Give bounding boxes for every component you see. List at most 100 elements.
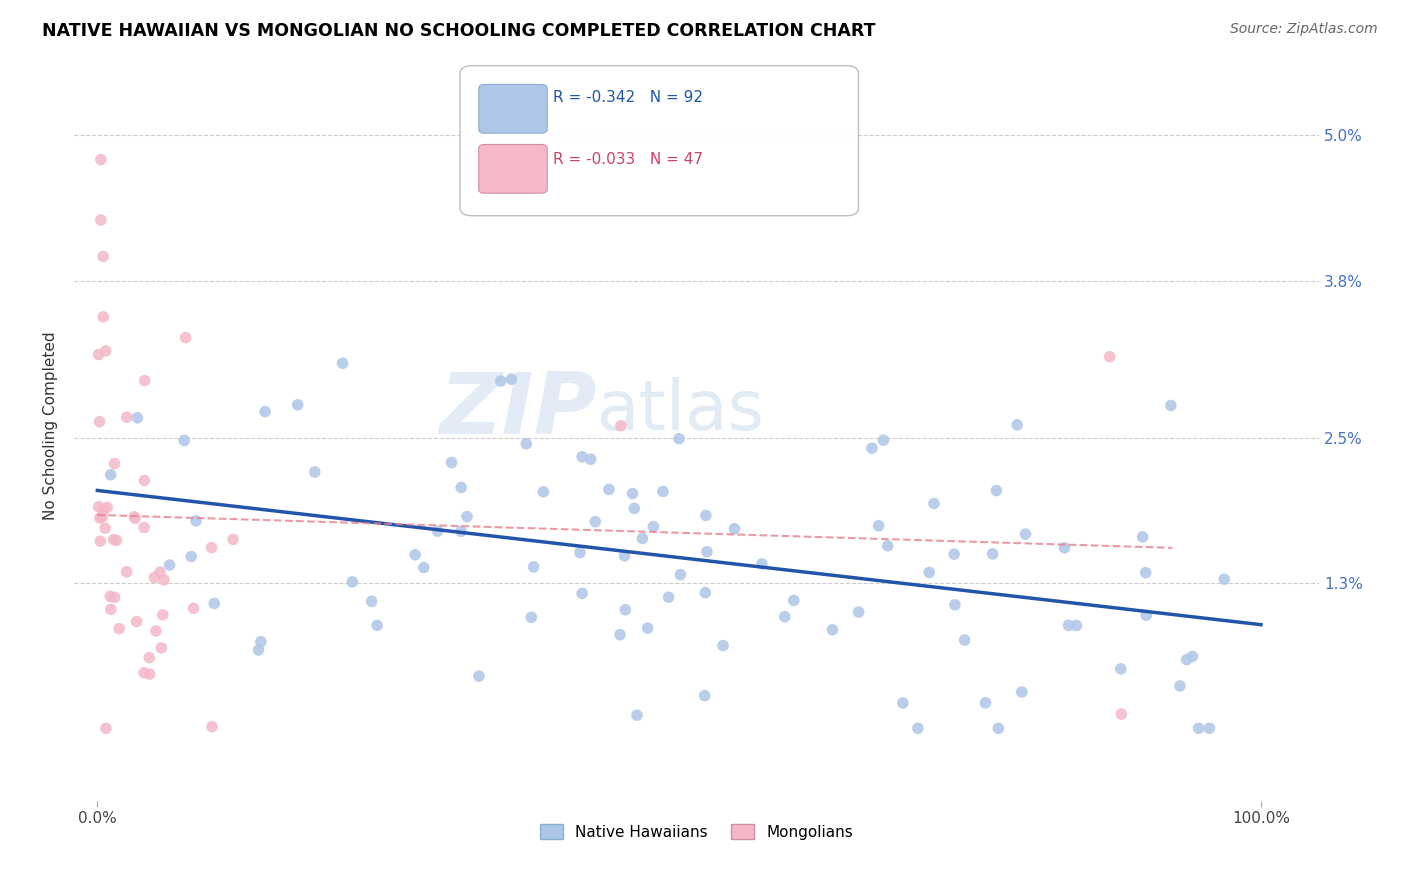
Point	[138, 667, 160, 681]
Point	[1014, 527, 1036, 541]
Point	[91, 310, 114, 324]
Point	[89, 534, 111, 549]
Point	[184, 514, 207, 528]
Point	[332, 356, 354, 370]
Point	[108, 622, 131, 636]
Point	[103, 533, 125, 547]
FancyBboxPatch shape	[460, 66, 859, 216]
Text: R = -0.342   N = 92: R = -0.342 N = 92	[554, 90, 703, 104]
Point	[872, 433, 894, 447]
Point	[579, 452, 602, 467]
Point	[91, 502, 114, 516]
Point	[100, 602, 122, 616]
Point	[1053, 541, 1076, 555]
Point	[623, 501, 645, 516]
Point	[1160, 399, 1182, 413]
Point	[1135, 566, 1157, 580]
Y-axis label: No Schooling Completed: No Schooling Completed	[44, 332, 58, 520]
Point	[860, 442, 883, 456]
Point	[360, 594, 382, 608]
Point	[668, 432, 690, 446]
Point	[598, 483, 620, 497]
Point	[456, 509, 478, 524]
FancyBboxPatch shape	[478, 85, 547, 133]
Point	[1011, 685, 1033, 699]
Point	[180, 549, 202, 564]
Point	[287, 398, 309, 412]
Point	[222, 533, 245, 547]
Point	[201, 720, 224, 734]
Point	[918, 566, 941, 580]
Point	[254, 404, 277, 418]
Point	[91, 509, 114, 524]
Point	[609, 628, 631, 642]
Point	[94, 721, 117, 735]
Point	[501, 372, 523, 386]
Point	[100, 467, 122, 482]
Point	[953, 633, 976, 648]
Point	[90, 153, 112, 167]
Point	[1198, 721, 1220, 735]
Text: atlas: atlas	[598, 377, 765, 444]
Point	[943, 598, 966, 612]
Text: R = -0.033   N = 47: R = -0.033 N = 47	[554, 152, 703, 167]
Point	[103, 457, 125, 471]
Point	[693, 689, 716, 703]
Point	[450, 524, 472, 539]
Point	[922, 496, 945, 510]
Point	[1111, 707, 1133, 722]
Point	[773, 609, 796, 624]
Point	[87, 347, 110, 361]
Text: ZIP: ZIP	[440, 369, 598, 452]
Text: NATIVE HAWAIIAN VS MONGOLIAN NO SCHOOLING COMPLETED CORRELATION CHART: NATIVE HAWAIIAN VS MONGOLIAN NO SCHOOLIN…	[42, 22, 876, 40]
Point	[404, 548, 426, 562]
Point	[907, 721, 929, 735]
Point	[613, 549, 636, 563]
Point	[125, 615, 148, 629]
Point	[1168, 679, 1191, 693]
Point	[848, 605, 870, 619]
Point	[1005, 417, 1028, 432]
Point	[105, 533, 128, 548]
Point	[132, 520, 155, 534]
Point	[1135, 608, 1157, 623]
FancyBboxPatch shape	[478, 145, 547, 194]
Point	[173, 434, 195, 448]
Point	[1175, 653, 1198, 667]
Point	[1109, 662, 1132, 676]
Point	[621, 486, 644, 500]
Point	[89, 511, 111, 525]
Point	[98, 590, 121, 604]
Point	[631, 532, 654, 546]
Point	[200, 541, 222, 555]
Point	[174, 331, 197, 345]
Point	[132, 665, 155, 680]
Point	[696, 545, 718, 559]
Point	[450, 481, 472, 495]
Point	[94, 521, 117, 535]
Point	[876, 539, 898, 553]
Point	[571, 450, 593, 464]
Point	[152, 607, 174, 622]
Point	[695, 585, 717, 599]
Point	[304, 465, 326, 479]
Point	[891, 696, 914, 710]
Point	[89, 415, 111, 429]
Point	[1181, 649, 1204, 664]
Point	[637, 621, 659, 635]
Point	[91, 249, 114, 263]
Point	[1066, 618, 1088, 632]
Point	[489, 374, 512, 388]
Point	[1098, 350, 1121, 364]
Point	[124, 511, 146, 525]
Point	[1132, 530, 1154, 544]
Point	[96, 500, 118, 515]
Point	[202, 596, 225, 610]
Point	[138, 650, 160, 665]
Point	[652, 484, 675, 499]
Point	[523, 559, 546, 574]
Point	[981, 547, 1004, 561]
Point	[643, 519, 665, 533]
Point	[145, 624, 167, 638]
Point	[440, 456, 463, 470]
